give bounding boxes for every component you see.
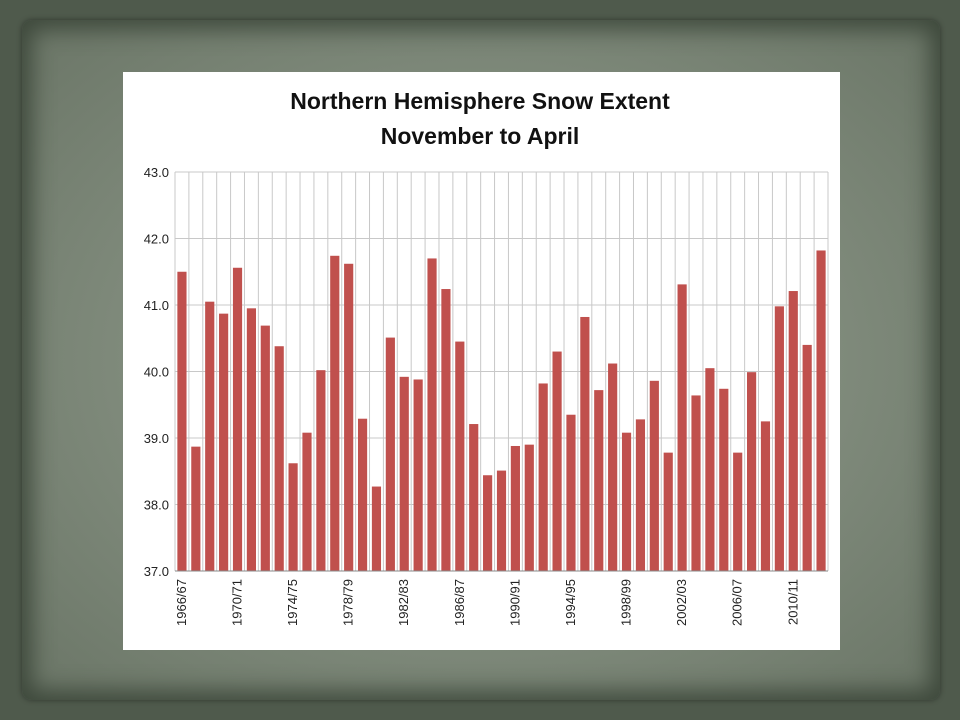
- x-tick-label: 1990/91: [507, 579, 522, 626]
- bar: [691, 395, 701, 571]
- bar: [330, 255, 340, 572]
- bar: [816, 250, 826, 571]
- bar: [580, 316, 590, 571]
- bar: [608, 363, 618, 571]
- bar: [774, 306, 784, 571]
- bar: [274, 346, 284, 571]
- bar: [177, 271, 187, 571]
- chart-title-line-1: Northern Hemisphere Snow Extent: [290, 88, 670, 114]
- bar: [594, 390, 604, 571]
- bar: [524, 444, 534, 571]
- bar: [496, 470, 507, 571]
- bar: [733, 452, 743, 571]
- grid-layer: [174, 171, 829, 572]
- bar: [747, 372, 757, 571]
- y-tick-label: 42.0: [144, 232, 169, 247]
- bar: [566, 414, 576, 571]
- bar: [788, 291, 798, 571]
- bar: [357, 418, 368, 571]
- x-tick-label: 1998/99: [619, 579, 634, 626]
- x-tick-label: 2002/03: [674, 579, 689, 626]
- bar: [219, 313, 229, 571]
- x-tick-label: 1986/87: [452, 579, 467, 626]
- bar: [510, 445, 520, 571]
- bar: [469, 424, 479, 571]
- chart-panel: 37.0 38.0 39.0 40.0 41.0 42.0 43.0 1966/67 1970/…: [123, 72, 840, 650]
- bar: [399, 376, 409, 571]
- chart-title-line-2: November to April: [381, 123, 580, 149]
- bar: [483, 475, 493, 571]
- x-tick-label: 1966/67: [174, 579, 189, 626]
- bar: [371, 486, 382, 571]
- bar: [719, 388, 729, 571]
- bar: [705, 368, 715, 571]
- y-tick-label: 41.0: [144, 298, 169, 313]
- bar: [344, 263, 354, 571]
- bar: [316, 370, 326, 571]
- bar: [552, 351, 562, 571]
- bar: [427, 258, 437, 571]
- bar: [288, 463, 298, 571]
- bar: [802, 344, 812, 571]
- bar: [232, 267, 243, 571]
- bar: [538, 383, 548, 571]
- bar: [441, 289, 451, 571]
- x-tick-label: 1978/79: [341, 579, 356, 626]
- bar: [621, 432, 632, 571]
- bar: [455, 341, 465, 571]
- bar: [260, 325, 270, 571]
- x-tick-label: 1994/95: [563, 579, 578, 626]
- x-tick-label: 1970/71: [230, 579, 245, 626]
- y-tick-label: 40.0: [144, 365, 169, 380]
- bar: [635, 419, 646, 571]
- y-tick-label: 43.0: [144, 165, 169, 180]
- bar: [385, 337, 395, 571]
- bar-layer: [177, 250, 826, 572]
- bar: [663, 452, 673, 571]
- y-tick-label: 37.0: [144, 564, 169, 579]
- x-tick-label: 2006/07: [730, 579, 745, 626]
- x-tick-label: 1982/83: [396, 579, 411, 626]
- bar: [302, 432, 312, 571]
- bar-chart: 37.0 38.0 39.0 40.0 41.0 42.0 43.0 1966/67 1970/…: [144, 88, 829, 626]
- y-tick-label: 39.0: [144, 431, 169, 446]
- bar: [191, 446, 201, 571]
- bar: [205, 301, 215, 571]
- x-tick-label: 1974/75: [285, 579, 300, 626]
- axis-layer: 37.0 38.0 39.0 40.0 41.0 42.0 43.0 1966/67 1970/…: [144, 165, 828, 626]
- x-tick-label: 2010/11: [785, 579, 800, 625]
- bar: [246, 308, 256, 571]
- bar: [760, 421, 771, 571]
- bar: [413, 379, 423, 571]
- bar: [677, 284, 687, 571]
- bar: [649, 380, 659, 571]
- y-tick-label: 38.0: [144, 498, 169, 513]
